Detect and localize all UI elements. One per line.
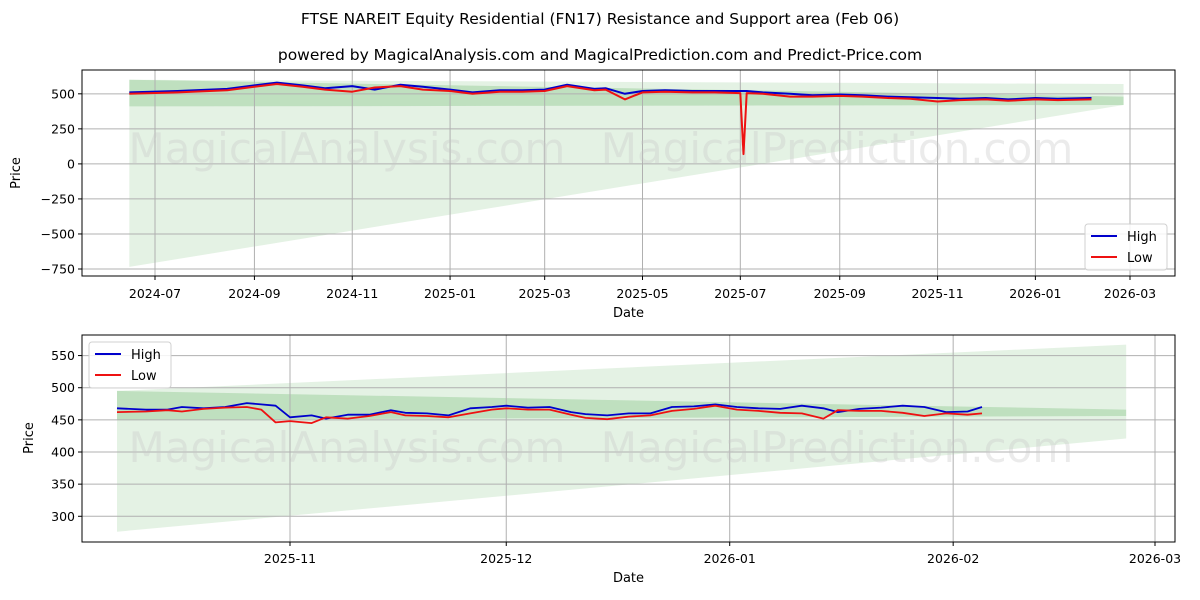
y-tick-label: −500 — [41, 226, 75, 241]
x-tick-label: 2024-11 — [326, 286, 378, 301]
x-tick-label: 2025-07 — [714, 286, 766, 301]
axes-frame — [81, 69, 1176, 277]
chart-title: FTSE NAREIT Equity Residential (FN17) Re… — [300, 10, 900, 28]
x-tick-label: 2026-03 — [1104, 286, 1156, 301]
x-axis-label: Date — [613, 306, 644, 321]
x-tick-label: 2025-01 — [424, 286, 476, 301]
y-tick-label: 0 — [67, 156, 75, 171]
series-low-line — [116, 404, 983, 425]
y-tick-label: 500 — [51, 380, 75, 395]
y-tick-label: 300 — [51, 509, 75, 524]
projection-band — [129, 79, 1124, 267]
x-tick-label: 2025-09 — [814, 286, 866, 301]
watermark: MagicalAnalysis.com — [129, 124, 566, 173]
projection-band — [117, 344, 1127, 532]
x-tick-label: 2024-07 — [129, 286, 181, 301]
series-high-line — [129, 81, 1092, 101]
y-tick-label: 400 — [51, 445, 75, 460]
chart-subtitle: powered by MagicalAnalysis.com and Magic… — [277, 46, 923, 64]
watermark: MagicalAnalysis.com — [129, 423, 566, 472]
watermark: MagicalPrediction.com — [601, 423, 1074, 472]
y-axis-label: Price — [22, 422, 37, 454]
x-tick-label: 2026-02 — [927, 551, 979, 566]
axes-frame — [81, 334, 1176, 543]
legend: High Low — [88, 341, 172, 389]
x-tick-label: 2025-11 — [911, 286, 963, 301]
x-tick-label: 2026-01 — [1009, 286, 1061, 301]
legend-label-low: Low — [131, 369, 157, 384]
legend-label-high: High — [1127, 230, 1157, 245]
y-tick-label: −750 — [41, 261, 75, 276]
x-axis-label: Date — [613, 571, 644, 586]
plot-area: MagicalAnalysis.com MagicalPrediction.com — [82, 335, 1175, 542]
chart-panel-1: MagicalAnalysis.com MagicalPrediction.com… — [9, 69, 1176, 321]
y-tick-label: 550 — [51, 348, 75, 363]
x-tick-label: 2026-01 — [704, 551, 756, 566]
legend-label-low: Low — [1127, 251, 1153, 266]
legend: High Low — [1084, 223, 1168, 271]
x-tick-label: 2025-11 — [264, 551, 316, 566]
y-tick-label: 450 — [51, 412, 75, 427]
y-axis-label: Price — [9, 157, 24, 189]
legend-label-high: High — [131, 348, 161, 363]
y-tick-label: 500 — [51, 86, 75, 101]
watermark: MagicalPrediction.com — [601, 124, 1074, 173]
y-tick-label: 250 — [51, 121, 75, 136]
series-low-line — [129, 83, 1092, 156]
x-tick-label: 2025-12 — [480, 551, 532, 566]
y-tick-label: −250 — [41, 191, 75, 206]
y-tick-label: 350 — [51, 477, 75, 492]
x-tick-label: 2025-03 — [519, 286, 571, 301]
x-tick-label: 2025-05 — [616, 286, 668, 301]
plot-area: MagicalAnalysis.com MagicalPrediction.com — [82, 70, 1175, 276]
chart-panel-2: MagicalAnalysis.com MagicalPrediction.com… — [22, 334, 1181, 586]
x-tick-label: 2024-09 — [228, 286, 280, 301]
resistance-support-band — [117, 390, 1127, 420]
x-tick-label: 2026-03 — [1129, 551, 1181, 566]
